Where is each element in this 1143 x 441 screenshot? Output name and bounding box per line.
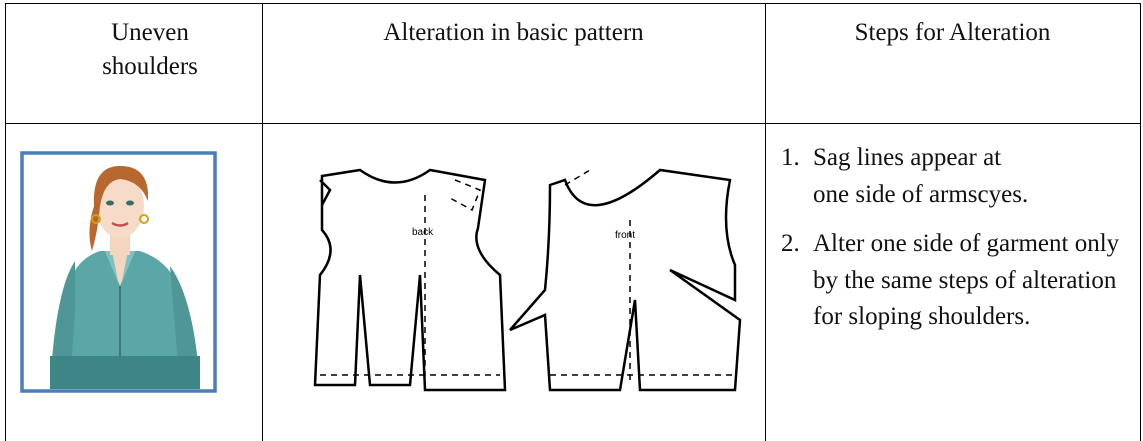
header-cell: Steps for Alteration: [854, 19, 1051, 46]
column-border: [765, 3, 766, 441]
header-cell: Uneven shoulders: [102, 19, 198, 80]
illustration: [20, 151, 217, 393]
step-marker: 2.: [781, 230, 800, 257]
pattern-label: back: [412, 227, 434, 238]
table-border: [5, 3, 6, 441]
table-border: [1140, 3, 1141, 441]
column-border: [262, 3, 263, 441]
pattern-drawing: back front: [313, 168, 742, 392]
row-border: [5, 123, 1141, 124]
step: 2. Alter one side of garment only by the …: [781, 226, 1141, 336]
pattern-label: front: [615, 230, 635, 241]
step-text: Sag lines appear at one side of armscyes…: [813, 144, 1029, 208]
step-text: Alter one side of garment only by the sa…: [813, 230, 1120, 330]
header-cell: Alteration in basic pattern: [383, 19, 644, 46]
table-border: [5, 3, 1141, 4]
step-marker: 1.: [781, 144, 800, 171]
steps-list: 1. Sag lines appear at one side of armscy…: [781, 140, 1141, 349]
step: 1. Sag lines appear at one side of armscy…: [781, 140, 1141, 213]
